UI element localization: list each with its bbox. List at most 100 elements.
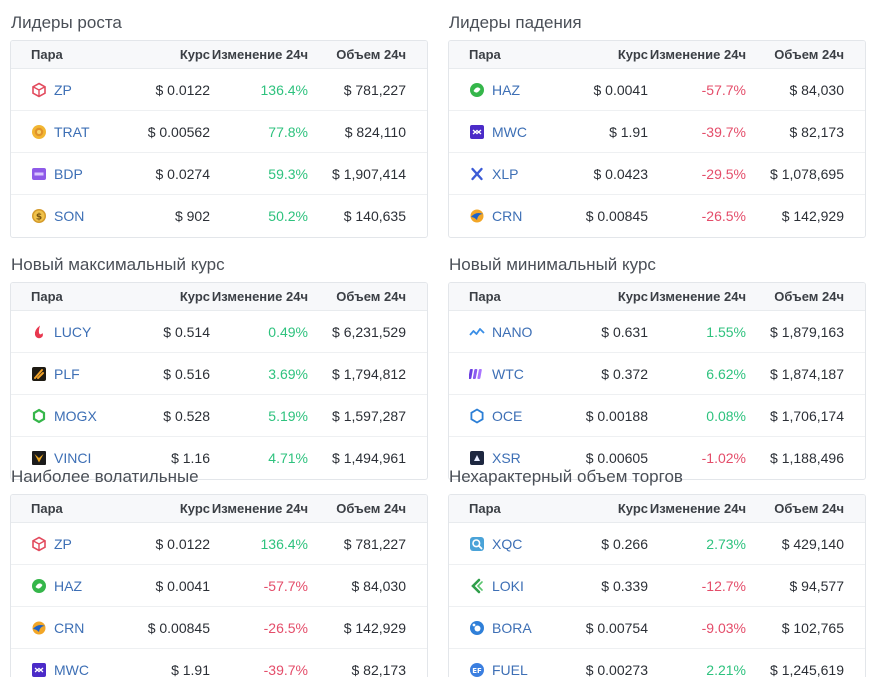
pair-cell[interactable]: MWC xyxy=(11,662,116,677)
pair-symbol-link[interactable]: SON xyxy=(54,208,85,224)
pair-cell[interactable]: HAZ xyxy=(11,578,116,594)
pair-cell[interactable]: XSR xyxy=(449,450,554,466)
pair-cell[interactable]: MOGX xyxy=(11,408,116,424)
pair-cell[interactable]: NANO xyxy=(449,324,554,340)
pair-cell[interactable]: BDP xyxy=(11,166,116,182)
pair-cell[interactable]: WTC xyxy=(449,366,554,382)
column-header-pair[interactable]: Пара xyxy=(31,501,63,516)
column-header-pair[interactable]: Пара xyxy=(469,501,501,516)
pair-cell[interactable]: HAZ xyxy=(449,82,554,98)
pair-symbol-link[interactable]: BORA xyxy=(492,619,532,636)
pair-symbol-link[interactable]: CRN xyxy=(492,208,523,224)
pair-symbol-link[interactable]: XLP xyxy=(492,165,519,182)
table-row[interactable]: BDP $ 0.0274 59.3% $ 1,907,414 xyxy=(11,153,427,195)
column-header-price[interactable]: Курс xyxy=(617,47,648,62)
pair-cell[interactable]: MWC xyxy=(449,124,554,140)
table-row[interactable]: OCE $ 0.00188 0.08% $ 1,706,174 xyxy=(449,395,865,437)
table-row[interactable]: MWC $ 1.91 -39.7% $ 82,173 xyxy=(11,649,427,677)
pair-cell[interactable]: ZP xyxy=(11,82,116,98)
column-header-pair[interactable]: Пара xyxy=(31,47,63,62)
pair-cell[interactable]: XLP xyxy=(449,166,554,182)
table-row[interactable]: HAZ $ 0.0041 -57.7% $ 84,030 xyxy=(449,69,865,111)
pair-cell[interactable]: XQC xyxy=(449,536,554,552)
pair-symbol-link[interactable]: BDP xyxy=(54,165,83,182)
column-header-volume[interactable]: Объем 24ч xyxy=(774,47,844,62)
table-row[interactable]: XSR $ 0.00605 -1.02% $ 1,188,496 xyxy=(449,437,865,479)
pair-cell[interactable]: VINCI xyxy=(11,450,116,466)
pair-cell[interactable]: LUCY xyxy=(11,324,116,340)
column-header-change[interactable]: Изменение 24ч xyxy=(649,501,746,516)
pair-symbol-link[interactable]: XSR xyxy=(492,450,521,466)
table-row[interactable]: ZP $ 0.0122 136.4% $ 781,227 xyxy=(11,523,427,565)
column-header-volume[interactable]: Объем 24ч xyxy=(774,289,844,304)
table-row[interactable]: CRN $ 0.00845 -26.5% $ 142,929 xyxy=(11,607,427,649)
column-header-pair[interactable]: Пара xyxy=(469,47,501,62)
column-header-change[interactable]: Изменение 24ч xyxy=(211,501,308,516)
column-header-price[interactable]: Курс xyxy=(617,289,648,304)
price-value: $ 0.00754 xyxy=(585,619,648,636)
pair-symbol-link[interactable]: FUEL xyxy=(492,662,528,677)
table-row[interactable]: $ SON $ 902 50.2% $ 140,635 xyxy=(11,195,427,237)
pair-symbol-link[interactable]: TRAT xyxy=(54,123,90,140)
column-header-volume[interactable]: Объем 24ч xyxy=(336,501,406,516)
pair-cell[interactable]: CRN xyxy=(449,208,554,224)
table-row[interactable]: VINCI $ 1.16 4.71% $ 1,494,961 xyxy=(11,437,427,479)
pair-symbol-link[interactable]: LOKI xyxy=(492,577,524,594)
pair-symbol-link[interactable]: ZP xyxy=(54,81,72,98)
table-row[interactable]: LOKI $ 0.339 -12.7% $ 94,577 xyxy=(449,565,865,607)
pair-cell[interactable]: CRN xyxy=(11,620,116,636)
column-header-change[interactable]: Изменение 24ч xyxy=(649,47,746,62)
table-row[interactable]: LUCY $ 0.514 0.49% $ 6,231,529 xyxy=(11,311,427,353)
column-header-pair[interactable]: Пара xyxy=(31,289,63,304)
table-row[interactable]: BORA $ 0.00754 -9.03% $ 102,765 xyxy=(449,607,865,649)
pair-cell[interactable]: EF FUEL xyxy=(449,662,554,677)
pair-symbol-link[interactable]: OCE xyxy=(492,407,523,424)
column-header-price[interactable]: Курс xyxy=(179,289,210,304)
xsr-square-icon xyxy=(469,450,485,466)
column-header-change[interactable]: Изменение 24ч xyxy=(211,47,308,62)
column-header-volume[interactable]: Объем 24ч xyxy=(774,501,844,516)
table-row[interactable]: PLF $ 0.516 3.69% $ 1,794,812 xyxy=(11,353,427,395)
pair-symbol-link[interactable]: MOGX xyxy=(54,407,97,424)
change-value: -26.5% xyxy=(263,619,308,636)
table-row[interactable]: HAZ $ 0.0041 -57.7% $ 84,030 xyxy=(11,565,427,607)
table-row[interactable]: TRAT $ 0.00562 77.8% $ 824,110 xyxy=(11,111,427,153)
column-header-price[interactable]: Курс xyxy=(617,501,648,516)
pair-cell[interactable]: $ SON xyxy=(11,208,116,224)
pair-symbol-link[interactable]: CRN xyxy=(54,619,85,636)
pair-cell[interactable]: ZP xyxy=(11,536,116,552)
pair-symbol-link[interactable]: XQC xyxy=(492,535,523,552)
table-row[interactable]: NANO $ 0.631 1.55% $ 1,879,163 xyxy=(449,311,865,353)
column-header-change[interactable]: Изменение 24ч xyxy=(211,289,308,304)
column-header-price[interactable]: Курс xyxy=(179,501,210,516)
pair-cell[interactable]: OCE xyxy=(449,408,554,424)
table-row[interactable]: XQC $ 0.266 2.73% $ 429,140 xyxy=(449,523,865,565)
table-row[interactable]: CRN $ 0.00845 -26.5% $ 142,929 xyxy=(449,195,865,237)
table-row[interactable]: MOGX $ 0.528 5.19% $ 1,597,287 xyxy=(11,395,427,437)
table-row[interactable]: EF FUEL $ 0.00273 2.21% $ 1,245,619 xyxy=(449,649,865,677)
pair-symbol-link[interactable]: ZP xyxy=(54,535,72,552)
table-row[interactable]: MWC $ 1.91 -39.7% $ 82,173 xyxy=(449,111,865,153)
pair-symbol-link[interactable]: NANO xyxy=(492,323,533,340)
column-header-volume[interactable]: Объем 24ч xyxy=(336,289,406,304)
pair-symbol-link[interactable]: HAZ xyxy=(54,577,82,594)
pair-cell[interactable]: BORA xyxy=(449,620,554,636)
pair-symbol-link[interactable]: MWC xyxy=(54,662,89,677)
pair-symbol-link[interactable]: VINCI xyxy=(54,450,92,466)
pair-symbol-link[interactable]: LUCY xyxy=(54,323,92,340)
column-header-volume[interactable]: Объем 24ч xyxy=(336,47,406,62)
pair-symbol-link[interactable]: WTC xyxy=(492,365,524,382)
table-row[interactable]: ZP $ 0.0122 136.4% $ 781,227 xyxy=(11,69,427,111)
pair-cell[interactable]: PLF xyxy=(11,366,116,382)
column-header-price[interactable]: Курс xyxy=(179,47,210,62)
table-row[interactable]: XLP $ 0.0423 -29.5% $ 1,078,695 xyxy=(449,153,865,195)
pair-symbol-link[interactable]: HAZ xyxy=(492,81,520,98)
pair-symbol-link[interactable]: MWC xyxy=(492,123,527,140)
column-header-pair[interactable]: Пара xyxy=(469,289,501,304)
pair-cell[interactable]: LOKI xyxy=(449,578,554,594)
pair-cell[interactable]: TRAT xyxy=(11,124,116,140)
pair-symbol-link[interactable]: PLF xyxy=(54,365,80,382)
column-header-change[interactable]: Изменение 24ч xyxy=(649,289,746,304)
table-row[interactable]: WTC $ 0.372 6.62% $ 1,874,187 xyxy=(449,353,865,395)
volume-value: $ 1,907,414 xyxy=(332,165,406,182)
